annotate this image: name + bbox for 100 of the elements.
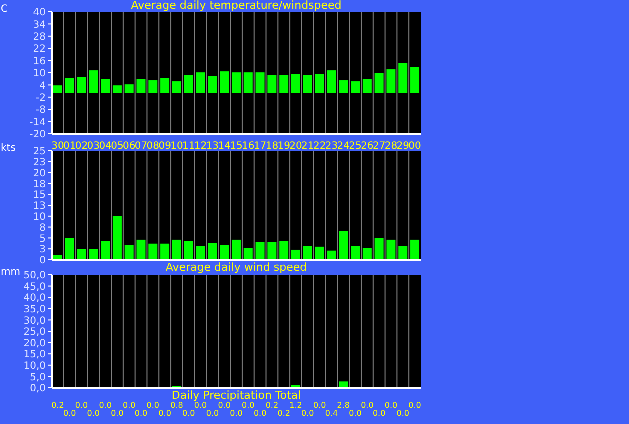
y-tick-label: 16 bbox=[33, 56, 46, 68]
y-tick-label: 4 bbox=[40, 80, 46, 92]
x-tick-label: 02 bbox=[75, 141, 88, 152]
data-label: 0.0 bbox=[146, 401, 160, 410]
data-label: 0.0 bbox=[182, 409, 196, 418]
x-tick-label: 19 bbox=[278, 141, 290, 152]
data-label: 0.0 bbox=[123, 401, 136, 410]
y-tick-label: 15,0 bbox=[24, 350, 46, 361]
data-label: 0.0 bbox=[158, 409, 172, 418]
y-tick-label: 0,0 bbox=[30, 384, 46, 395]
x-tick-label: 01 bbox=[63, 141, 76, 152]
data-label: 0.0 bbox=[302, 409, 314, 418]
x-axis-title: Daily Precipitation Total bbox=[170, 389, 302, 402]
data-label: 0.0 bbox=[313, 401, 326, 410]
x-tick-label: 04 bbox=[99, 141, 112, 152]
y-tick-label: 20,0 bbox=[24, 338, 46, 350]
y-tick-label: 25,0 bbox=[24, 327, 46, 338]
x-tick-label: 13 bbox=[206, 141, 220, 152]
y-tick-label: 30,0 bbox=[24, 316, 46, 327]
x-tick-label: 17 bbox=[254, 141, 267, 152]
data-label: 0.8 bbox=[170, 401, 184, 410]
y-tick-label: -20 bbox=[30, 130, 46, 141]
data-label: 0.2 bbox=[278, 409, 290, 418]
x-tick-label: 07 bbox=[134, 141, 148, 152]
data-label: 0.0 bbox=[384, 401, 398, 410]
x-tick-label: 18 bbox=[266, 141, 279, 152]
x-tick-label: 25 bbox=[349, 141, 362, 152]
y-tick-label: 28 bbox=[33, 32, 46, 43]
data-label: 0.4 bbox=[325, 409, 338, 418]
data-label: 0.0 bbox=[134, 409, 148, 418]
x-tick-label: 00 bbox=[408, 141, 422, 152]
y-tick-label: 8 bbox=[40, 222, 46, 234]
x-tick-label: 03 bbox=[87, 141, 100, 152]
y-axis-title: kts bbox=[1, 143, 16, 154]
x-tick-label: 05 bbox=[111, 141, 124, 152]
x-tick-label: 14 bbox=[218, 141, 231, 152]
x-tick-label: 09 bbox=[158, 141, 172, 152]
x-tick-label: 22 bbox=[313, 141, 326, 152]
y-tick-label: 23 bbox=[33, 157, 46, 168]
y-tick-label: 10 bbox=[33, 212, 46, 223]
y-tick-label: 50,0 bbox=[24, 270, 46, 282]
y-tick-label: -8 bbox=[36, 105, 46, 116]
data-label: 0.0 bbox=[218, 401, 231, 410]
data-label: 0.2 bbox=[52, 401, 64, 410]
y-tick-label: 15 bbox=[33, 190, 46, 202]
y-tick-label: -2 bbox=[36, 92, 46, 104]
y-axis-title: mm bbox=[1, 267, 20, 278]
x-tick-label: 11 bbox=[182, 141, 196, 152]
data-label: 0.0 bbox=[194, 401, 208, 410]
x-tick-label: 20 bbox=[290, 141, 302, 152]
x-tick-label: 16 bbox=[242, 141, 255, 152]
data-label: 0.2 bbox=[266, 401, 279, 410]
y-tick-label: 5 bbox=[40, 234, 46, 245]
y-axis-title: C bbox=[1, 4, 8, 15]
y-tick-label: 10,0 bbox=[24, 360, 46, 372]
y-tick-label: 40 bbox=[33, 8, 46, 19]
x-tick-label: 12 bbox=[194, 141, 208, 152]
y-tick-label: 40,0 bbox=[24, 293, 46, 304]
y-tick-label: 45,0 bbox=[24, 282, 46, 293]
x-tick-label: 23 bbox=[325, 141, 338, 152]
y-tick-label: 0 bbox=[40, 256, 46, 267]
x-tick-label: 29 bbox=[396, 141, 410, 152]
y-tick-label: 22 bbox=[33, 44, 46, 56]
y-tick-label: 13 bbox=[33, 201, 46, 212]
data-label: 0.0 bbox=[99, 401, 112, 410]
data-label: 0.0 bbox=[372, 409, 386, 418]
y-tick-label: 35,0 bbox=[24, 304, 46, 316]
x-tick-label: 30 bbox=[52, 141, 64, 152]
x-tick-label: 06 bbox=[123, 141, 136, 152]
x-tick-label: 15 bbox=[230, 141, 243, 152]
data-label: 0.0 bbox=[230, 409, 243, 418]
data-label: 0.0 bbox=[396, 409, 410, 418]
data-label: 0.0 bbox=[254, 409, 267, 418]
x-tick-label: 08 bbox=[146, 141, 160, 152]
y-tick-label: 5,0 bbox=[30, 372, 46, 384]
data-label: 0.0 bbox=[63, 409, 76, 418]
chart-title: Average daily temperature/windspeed bbox=[130, 0, 343, 12]
data-label: 0.0 bbox=[361, 401, 374, 410]
x-tick-label: 24 bbox=[337, 141, 350, 152]
x-tick-label: 26 bbox=[361, 141, 374, 152]
y-tick-label: 18 bbox=[33, 179, 46, 190]
data-label: 0.0 bbox=[206, 409, 220, 418]
data-label: 0.0 bbox=[111, 409, 124, 418]
x-tick-label: 27 bbox=[372, 141, 386, 152]
data-label: 0.0 bbox=[349, 409, 362, 418]
y-tick-label: 10 bbox=[33, 68, 46, 80]
data-label: 2.8 bbox=[337, 401, 350, 410]
data-label: 0.0 bbox=[408, 401, 422, 410]
y-tick-label: 3 bbox=[40, 244, 46, 256]
x-axis-title: Average daily wind speed bbox=[164, 261, 308, 274]
data-label: 0.0 bbox=[87, 409, 100, 418]
y-tick-label: 20 bbox=[33, 168, 46, 180]
y-tick-label: -14 bbox=[30, 117, 46, 128]
x-tick-label: 10 bbox=[170, 141, 184, 152]
data-label: 0.0 bbox=[75, 401, 88, 410]
data-label: 0.0 bbox=[242, 401, 255, 410]
y-tick-label: 34 bbox=[33, 20, 46, 31]
x-tick-label: 21 bbox=[302, 141, 314, 152]
data-label: 1.2 bbox=[290, 401, 302, 410]
x-tick-label: 28 bbox=[384, 141, 398, 152]
